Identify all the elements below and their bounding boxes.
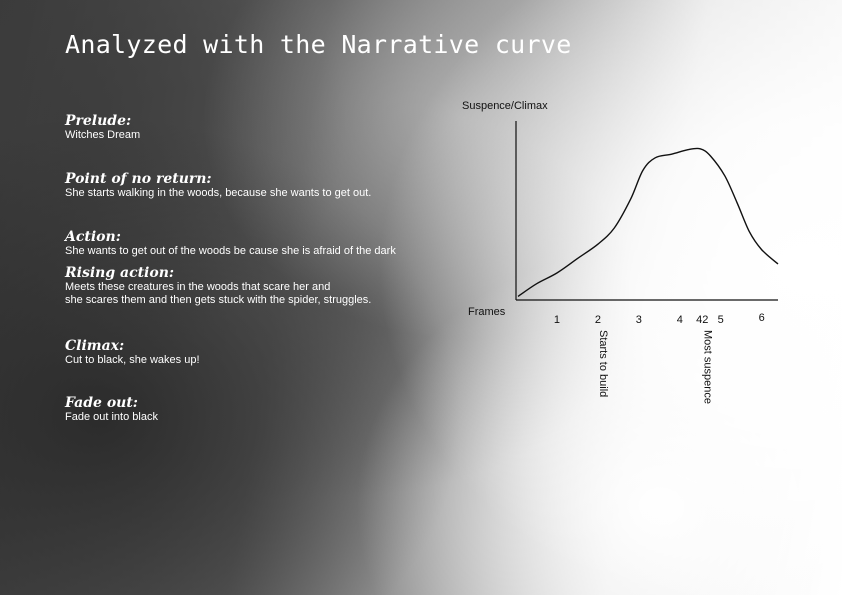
section-heading: Action: <box>65 229 121 245</box>
section-rising-action: Rising action: Meets these creatures in … <box>65 265 371 307</box>
section-text: Witches Dream <box>65 129 141 141</box>
section-text: Meets these creatures in the woods that … <box>65 281 331 293</box>
x-tick-label: 3 <box>636 314 642 326</box>
section-heading: Prelude: <box>65 113 132 129</box>
section-text: Cut to black, she wakes up! <box>65 354 200 366</box>
x-tick-label: 2 <box>595 314 601 326</box>
narrative-curve-line <box>517 147 779 297</box>
section-fade-out: Fade out: Fade out into black <box>65 395 158 424</box>
x-tick-label: 1 <box>554 314 560 326</box>
vertical-annotation: Most suspence <box>701 330 713 404</box>
section-prelude: Prelude: Witches Dream <box>65 113 140 142</box>
x-tick-label: 4 <box>677 314 683 326</box>
section-text: She wants to get out of the woods be cau… <box>65 245 396 257</box>
page-title: Analyzed with the Narrative curve <box>65 30 572 59</box>
section-text: She starts walking in the woods, because… <box>65 187 372 199</box>
section-point-of-no-return: Point of no return: She starts walking i… <box>65 171 371 200</box>
x-tick-label: 5 <box>718 314 724 326</box>
vertical-annotation: Starts to build <box>597 330 609 397</box>
section-text: Fade out into black <box>65 411 158 423</box>
section-heading: Fade out: <box>65 395 138 411</box>
section-action: Action: She wants to get out of the wood… <box>65 229 396 258</box>
section-climax: Climax: Cut to black, she wakes up! <box>65 338 200 367</box>
section-heading: Point of no return: <box>65 171 212 187</box>
y-axis-label: Suspence/Climax <box>462 100 548 112</box>
x-tick-label: 42 <box>696 314 708 326</box>
section-text: she scares them and then gets stuck with… <box>65 294 372 306</box>
x-axis-label: Frames <box>468 306 506 318</box>
section-heading: Rising action: <box>65 265 175 281</box>
section-heading: Climax: <box>65 338 125 354</box>
x-tick-label: 6 <box>759 312 765 324</box>
